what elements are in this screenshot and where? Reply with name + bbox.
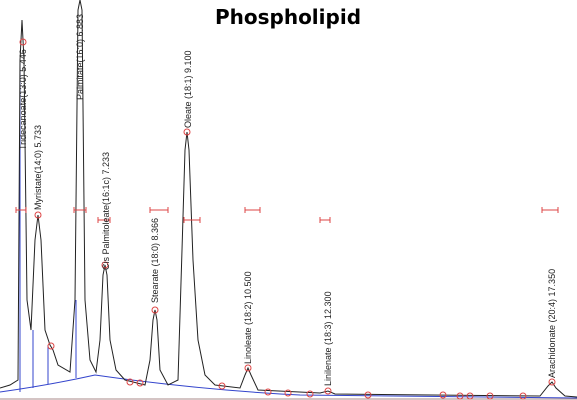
peak-label: Cis Palmitoleate(16:1c) 7.233: [101, 152, 111, 270]
title: Phospholipid: [215, 5, 361, 29]
peak-label: Myristate(14:0) 5.733: [33, 125, 43, 210]
peak-label: Linilenate (18:3) 12.300: [323, 291, 333, 386]
peak-labels: Tridecanoate(13:0) 5.446 Myristate(14:0)…: [18, 14, 557, 386]
peak-label: Palmitate(16:0) 6.883: [75, 14, 85, 100]
peak-label: Linoleate (18:2) 10.500: [243, 271, 253, 364]
integration-markers: [15, 207, 559, 223]
peak-label: Stearate (18:0) 8.366: [150, 218, 160, 303]
peak-markers: [19, 38, 556, 400]
peak-label: Oleate (18:1) 9.100: [183, 50, 193, 128]
peak-label: Arachidonate (20:4) 17.350: [547, 269, 557, 378]
baseline: [0, 60, 577, 400]
peak-label: Tridecanoate(13:0) 5.446: [18, 49, 28, 150]
